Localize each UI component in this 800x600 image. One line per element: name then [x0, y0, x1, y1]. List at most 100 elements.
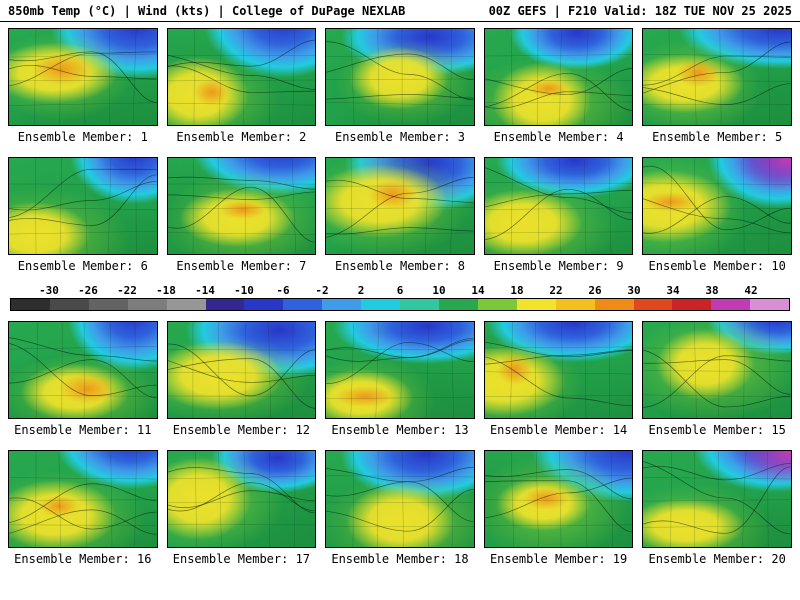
weather-map — [642, 450, 792, 548]
ensemble-map-panel: Ensemble Member: 10 — [642, 157, 792, 282]
colorbar-gradient — [10, 298, 790, 311]
colorbar-tick: 10 — [432, 284, 445, 297]
ensemble-member-label: Ensemble Member: 12 — [167, 419, 317, 446]
colorbar-segment — [322, 299, 361, 310]
colorbar-segment — [517, 299, 556, 310]
colorbar-tick: 22 — [549, 284, 562, 297]
ensemble-member-label: Ensemble Member: 18 — [325, 548, 475, 575]
ensemble-map-panel: Ensemble Member: 14 — [484, 321, 634, 446]
ensemble-member-label: Ensemble Member: 19 — [484, 548, 634, 575]
weather-map — [8, 28, 158, 126]
colorbar-tick: 14 — [471, 284, 484, 297]
contour-lines-overlay — [168, 322, 316, 418]
contour-lines-overlay — [643, 29, 791, 125]
weather-map — [642, 157, 792, 255]
ensemble-member-label: Ensemble Member: 2 — [167, 126, 317, 153]
ensemble-member-label: Ensemble Member: 14 — [484, 419, 634, 446]
contour-lines-overlay — [168, 451, 316, 547]
colorbar-tick: -22 — [117, 284, 137, 297]
ensemble-member-label: Ensemble Member: 15 — [642, 419, 792, 446]
contour-lines-overlay — [326, 158, 474, 254]
ensemble-member-label: Ensemble Member: 20 — [642, 548, 792, 575]
contour-lines-overlay — [485, 158, 633, 254]
colorbar-segment — [89, 299, 128, 310]
ensemble-map-panel: Ensemble Member: 6 — [8, 157, 158, 282]
ensemble-member-label: Ensemble Member: 5 — [642, 126, 792, 153]
ensemble-map-panel: Ensemble Member: 20 — [642, 450, 792, 575]
contour-lines-overlay — [643, 451, 791, 547]
ensemble-member-label: Ensemble Member: 4 — [484, 126, 634, 153]
contour-lines-overlay — [9, 158, 157, 254]
ensemble-map-panel: Ensemble Member: 19 — [484, 450, 634, 575]
colorbar-segment — [361, 299, 400, 310]
weather-map — [167, 28, 317, 126]
colorbar-segment — [711, 299, 750, 310]
contour-lines-overlay — [168, 29, 316, 125]
weather-map — [325, 450, 475, 548]
ensemble-map-panel: Ensemble Member: 18 — [325, 450, 475, 575]
colorbar-segment — [128, 299, 167, 310]
weather-map — [484, 321, 634, 419]
weather-map — [167, 450, 317, 548]
ensemble-member-label: Ensemble Member: 3 — [325, 126, 475, 153]
ensemble-member-label: Ensemble Member: 17 — [167, 548, 317, 575]
colorbar-tick: -30 — [39, 284, 59, 297]
weather-map — [8, 321, 158, 419]
ensemble-member-label: Ensemble Member: 13 — [325, 419, 475, 446]
weather-map — [484, 28, 634, 126]
colorbar-tick: 30 — [627, 284, 640, 297]
colorbar-tick: 18 — [510, 284, 523, 297]
colorbar-segment — [283, 299, 322, 310]
contour-lines-overlay — [485, 451, 633, 547]
contour-lines-overlay — [485, 322, 633, 418]
ensemble-member-label: Ensemble Member: 7 — [167, 255, 317, 282]
colorbar-tick: -10 — [234, 284, 254, 297]
contour-lines-overlay — [485, 29, 633, 125]
ensemble-member-label: Ensemble Member: 10 — [642, 255, 792, 282]
colorbar-tick: -26 — [78, 284, 98, 297]
ensemble-map-panel: Ensemble Member: 9 — [484, 157, 634, 282]
weather-map — [167, 321, 317, 419]
colorbar-ticks: -30-26-22-18-14-10-6-2261014182226303438… — [10, 284, 790, 298]
weather-map — [8, 450, 158, 548]
colorbar-segment — [206, 299, 245, 310]
colorbar-tick: 6 — [397, 284, 404, 297]
colorbar-segment — [244, 299, 283, 310]
colorbar-segment — [167, 299, 206, 310]
colorbar-segment — [50, 299, 89, 310]
contour-lines-overlay — [326, 451, 474, 547]
contour-lines-overlay — [168, 158, 316, 254]
ensemble-map-panel: Ensemble Member: 3 — [325, 28, 475, 153]
contour-lines-overlay — [326, 29, 474, 125]
weather-map — [484, 450, 634, 548]
colorbar-tick: 2 — [358, 284, 365, 297]
ensemble-map-panel: Ensemble Member: 1 — [8, 28, 158, 153]
ensemble-map-panel: Ensemble Member: 2 — [167, 28, 317, 153]
ensemble-map-panel: Ensemble Member: 15 — [642, 321, 792, 446]
ensemble-member-label: Ensemble Member: 6 — [8, 255, 158, 282]
ensemble-member-label: Ensemble Member: 11 — [8, 419, 158, 446]
colorbar-segment — [750, 299, 789, 310]
colorbar-segment — [11, 299, 50, 310]
weather-map — [167, 157, 317, 255]
ensemble-map-panel: Ensemble Member: 16 — [8, 450, 158, 575]
contour-lines-overlay — [643, 322, 791, 418]
colorbar-segment — [556, 299, 595, 310]
colorbar-tick: -6 — [276, 284, 289, 297]
colorbar-segment — [400, 299, 439, 310]
ensemble-member-label: Ensemble Member: 16 — [8, 548, 158, 575]
contour-lines-overlay — [9, 322, 157, 418]
weather-map — [642, 321, 792, 419]
ensemble-map-panel: Ensemble Member: 4 — [484, 28, 634, 153]
colorbar-tick: -14 — [195, 284, 215, 297]
ensemble-grid-top: Ensemble Member: 1 Ensemble Member: 2 Ense… — [0, 22, 800, 282]
colorbar-tick: 38 — [705, 284, 718, 297]
product-title: 850mb Temp (°C) | Wind (kts) | College o… — [8, 4, 405, 18]
ensemble-map-panel: Ensemble Member: 17 — [167, 450, 317, 575]
colorbar-tick: -18 — [156, 284, 176, 297]
ensemble-map-panel: Ensemble Member: 11 — [8, 321, 158, 446]
ensemble-grid-bottom: Ensemble Member: 11 Ensemble Member: 12 En… — [0, 315, 800, 575]
ensemble-map-panel: Ensemble Member: 13 — [325, 321, 475, 446]
ensemble-member-label: Ensemble Member: 9 — [484, 255, 634, 282]
temperature-colorbar: -30-26-22-18-14-10-6-2261014182226303438… — [0, 282, 800, 315]
